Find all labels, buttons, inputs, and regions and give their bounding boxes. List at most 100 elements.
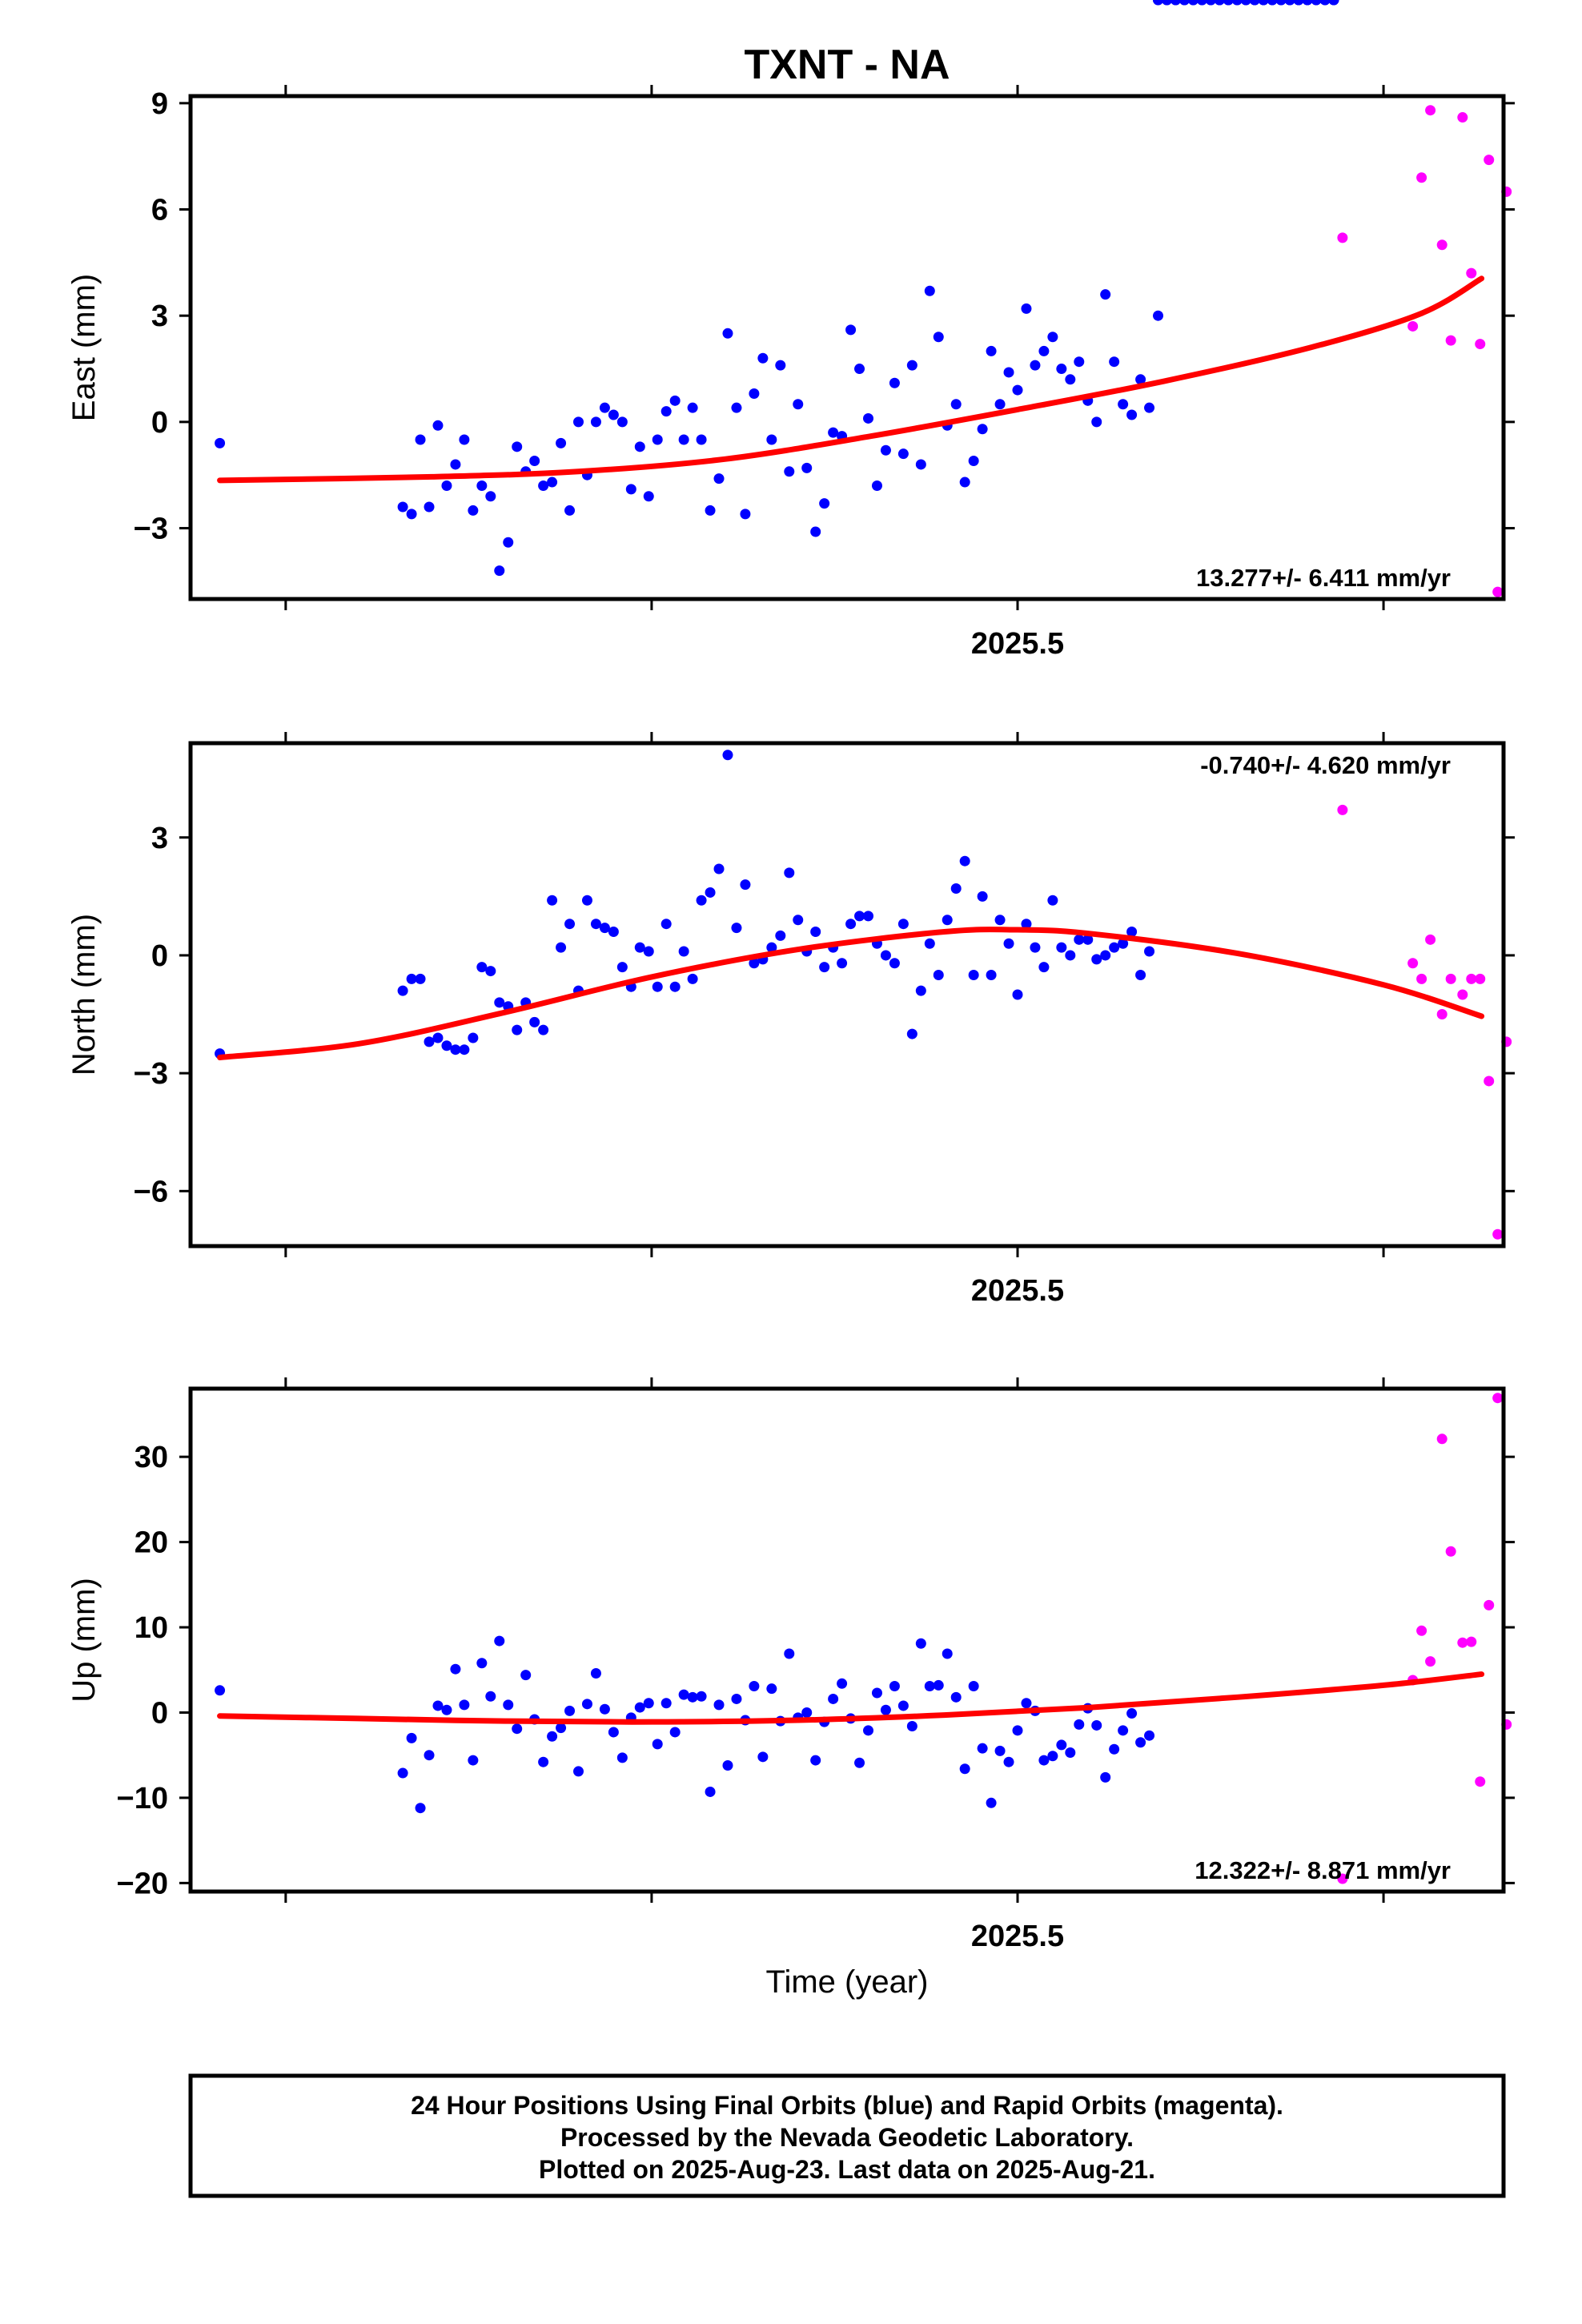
rapid-point <box>1425 934 1436 945</box>
final-point <box>547 476 558 488</box>
final-point <box>512 1024 523 1035</box>
final-point <box>933 332 944 343</box>
final-point <box>432 1700 444 1711</box>
rapid-point <box>1337 804 1348 815</box>
final-point <box>1021 303 1032 314</box>
final-point <box>1153 0 1164 6</box>
x-tick-label: 2025.5 <box>971 1920 1064 1953</box>
final-point <box>722 750 733 761</box>
velocity-rate-text: 12.322+/- 8.871 mm/yr <box>1195 1856 1451 1884</box>
final-point <box>906 1028 917 1039</box>
final-point <box>1021 919 1032 930</box>
y-tick-label: 30 <box>135 1441 168 1474</box>
final-point <box>687 1691 698 1703</box>
final-point <box>810 1755 821 1766</box>
final-point <box>1170 0 1181 6</box>
final-point <box>625 484 636 495</box>
final-point <box>950 883 962 895</box>
x-tick-label: 2025.5 <box>971 627 1064 661</box>
final-point <box>1161 0 1172 6</box>
final-point <box>494 997 505 1008</box>
final-point <box>897 919 909 930</box>
final-point <box>897 448 909 460</box>
final-point <box>793 399 804 410</box>
final-point <box>547 895 558 906</box>
final-point <box>775 930 786 941</box>
final-point <box>942 915 953 926</box>
final-point <box>1293 0 1304 6</box>
final-point <box>1021 1698 1032 1709</box>
rapid-point <box>1445 335 1456 346</box>
rapid-point <box>1484 1076 1495 1087</box>
final-point <box>757 352 769 364</box>
final-point <box>845 919 857 930</box>
y-tick-label: 9 <box>151 87 168 121</box>
final-point <box>705 887 716 898</box>
final-point <box>696 1691 707 1702</box>
y-tick-label: 10 <box>135 1611 168 1645</box>
final-point <box>1056 364 1067 375</box>
final-point <box>749 388 760 399</box>
rapid-point <box>1466 1636 1477 1647</box>
final-point <box>661 406 672 417</box>
final-point <box>581 895 592 906</box>
final-point <box>766 942 777 953</box>
y-tick-label: −3 <box>134 513 168 546</box>
rapid-point <box>1416 172 1427 183</box>
final-point <box>520 1670 532 1681</box>
footer-line-2: Processed by the Nevada Geodetic Laborat… <box>560 2123 1134 2152</box>
final-point <box>599 402 610 413</box>
final-point <box>749 958 760 969</box>
y-axis-label: East (mm) <box>66 274 102 421</box>
final-point <box>766 1683 777 1695</box>
final-point <box>1267 0 1278 6</box>
final-point <box>406 973 417 984</box>
velocity-rate-text: -0.740+/- 4.620 mm/yr <box>1200 751 1451 779</box>
y-tick-label: −6 <box>134 1175 168 1208</box>
final-point <box>503 1699 514 1711</box>
final-point <box>784 867 795 879</box>
final-point <box>1056 942 1067 953</box>
final-point <box>749 1680 760 1691</box>
rapid-orbit-points <box>1337 804 1512 1240</box>
velocity-rate-text: 13.277+/- 6.411 mm/yr <box>1196 564 1451 592</box>
rapid-point <box>1337 1873 1348 1884</box>
final-point <box>1003 367 1014 378</box>
final-point <box>616 962 628 973</box>
y-tick-label: 3 <box>151 300 168 333</box>
final-point <box>1126 927 1138 937</box>
final-point <box>1012 989 1023 1000</box>
final-point <box>1047 332 1058 343</box>
final-point <box>494 1635 505 1647</box>
final-point <box>696 434 707 445</box>
final-point <box>1135 969 1146 980</box>
y-tick-label: 6 <box>151 194 168 227</box>
final-point <box>977 424 988 435</box>
y-tick-label: 0 <box>151 406 168 440</box>
final-point <box>837 958 848 969</box>
rapid-point <box>1492 586 1504 597</box>
final-point <box>669 395 681 406</box>
final-point <box>863 412 874 424</box>
final-point <box>432 420 444 431</box>
final-point <box>1319 0 1331 6</box>
y-tick-label: 3 <box>151 822 168 855</box>
final-point <box>1187 0 1199 6</box>
final-point <box>880 1704 891 1715</box>
final-point <box>1126 409 1138 420</box>
final-point <box>713 473 725 485</box>
final-point <box>986 969 997 980</box>
plot-frame <box>188 1386 1506 1894</box>
rapid-point <box>1484 155 1495 166</box>
final-point <box>722 1759 733 1771</box>
y-tick-label: 0 <box>151 1696 168 1730</box>
final-point <box>1126 1708 1138 1719</box>
final-point <box>1135 1737 1146 1748</box>
final-point <box>397 501 408 513</box>
final-point <box>740 509 751 520</box>
final-point <box>1030 360 1041 371</box>
final-point <box>608 927 619 937</box>
final-point <box>950 399 962 410</box>
